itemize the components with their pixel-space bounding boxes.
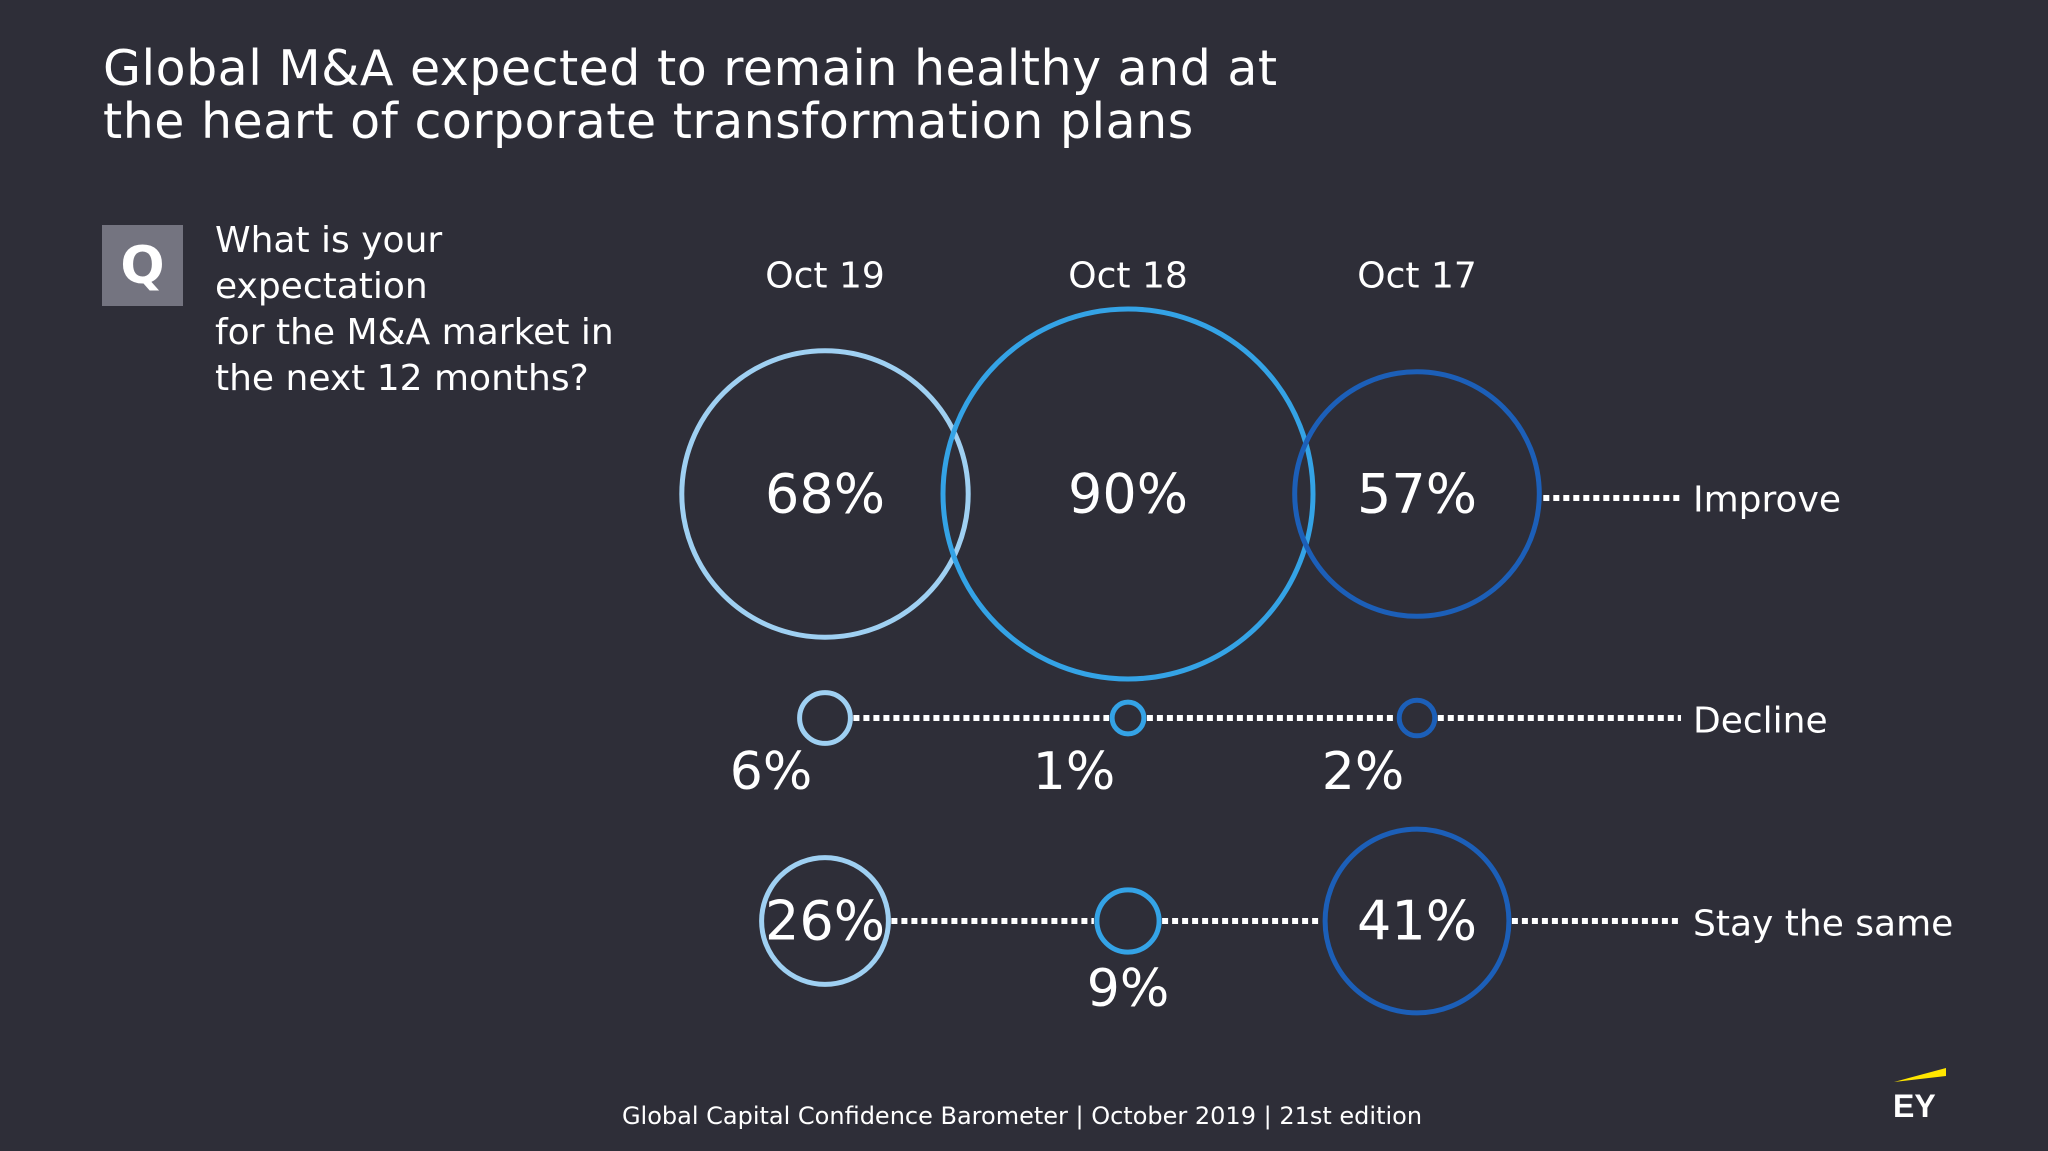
question-line-2: for the M&A market in: [215, 312, 614, 353]
row-label: Improve: [1693, 480, 1841, 521]
bubble-decline: [797, 690, 853, 746]
row-label: Stay the same: [1693, 904, 1953, 945]
bubble-decline: [1109, 699, 1147, 737]
data-label: 1%: [1033, 742, 1116, 802]
bubble-improve: [940, 306, 1316, 682]
bubble-stay-the-same: [1094, 887, 1162, 955]
slide-title: Global M&A expected to remain healthy an…: [103, 42, 1278, 148]
data-label: 6%: [730, 742, 813, 802]
data-label: 9%: [1087, 959, 1170, 1019]
data-label: 26%: [765, 890, 885, 953]
bubble-improve: [679, 348, 971, 640]
bubble-stay-the-same: [759, 855, 891, 987]
question-badge: Q: [102, 225, 183, 306]
footer-source: Global Capital Confidence Barometer | Oc…: [621, 1102, 1423, 1130]
title-line-2: the heart of corporate transformation pl…: [103, 93, 1194, 150]
ey-logo: EY: [1893, 1068, 1946, 1122]
question-line-1: What is your expectation: [215, 220, 443, 307]
title-line-1: Global M&A expected to remain healthy an…: [103, 40, 1278, 97]
data-label: 2%: [1322, 742, 1405, 802]
data-label: 90%: [1068, 463, 1188, 526]
ey-logo-beam: [1894, 1068, 1946, 1082]
data-label: 41%: [1357, 890, 1477, 953]
question-text: What is your expectation for the M&A mar…: [215, 218, 665, 402]
bubble-stay-the-same: [1322, 826, 1512, 1016]
row-label: Decline: [1693, 701, 1828, 742]
question-line-3: the next 12 months?: [215, 358, 589, 399]
bubble-decline: [1396, 697, 1438, 739]
column-header: Oct 18: [1068, 256, 1188, 297]
data-label: 68%: [765, 463, 885, 526]
column-header: Oct 17: [1357, 256, 1477, 297]
data-label: 57%: [1357, 463, 1477, 526]
bubble-improve: [1292, 369, 1542, 619]
column-header: Oct 19: [765, 256, 885, 297]
ey-logo-text: EY: [1893, 1088, 1936, 1122]
